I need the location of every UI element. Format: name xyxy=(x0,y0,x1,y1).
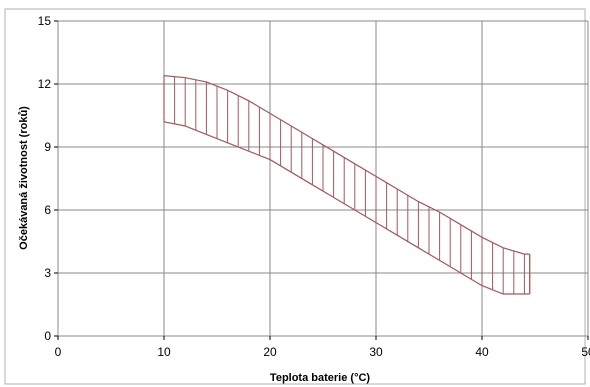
x-tick-label: 30 xyxy=(369,345,383,359)
x-tick-label: 40 xyxy=(475,345,489,359)
y-tick-label: 9 xyxy=(44,140,51,154)
x-tick-label: 20 xyxy=(263,345,277,359)
chart-frame xyxy=(4,8,586,385)
y-tick-label: 6 xyxy=(44,203,51,217)
lower-bound-line xyxy=(163,121,530,295)
band-layer xyxy=(163,75,531,295)
x-tick-label: 10 xyxy=(157,345,171,359)
x-tick-label: 50 xyxy=(581,345,590,359)
y-tick-label: 12 xyxy=(38,77,52,91)
grid-layer xyxy=(54,20,589,340)
tick-labels: 0 10 20 30 40 50 0 3 6 9 12 15 xyxy=(38,14,590,359)
x-axis-title: Teplota baterie (°C) xyxy=(270,372,370,384)
x-tick-label: 0 xyxy=(55,345,62,359)
y-axis-title: Očekávaná životnost (roků) xyxy=(18,106,30,250)
y-tick-label: 15 xyxy=(38,14,52,28)
y-tick-label: 3 xyxy=(44,266,51,280)
y-tick-label: 0 xyxy=(44,329,51,343)
upper-bound-line xyxy=(163,75,530,255)
